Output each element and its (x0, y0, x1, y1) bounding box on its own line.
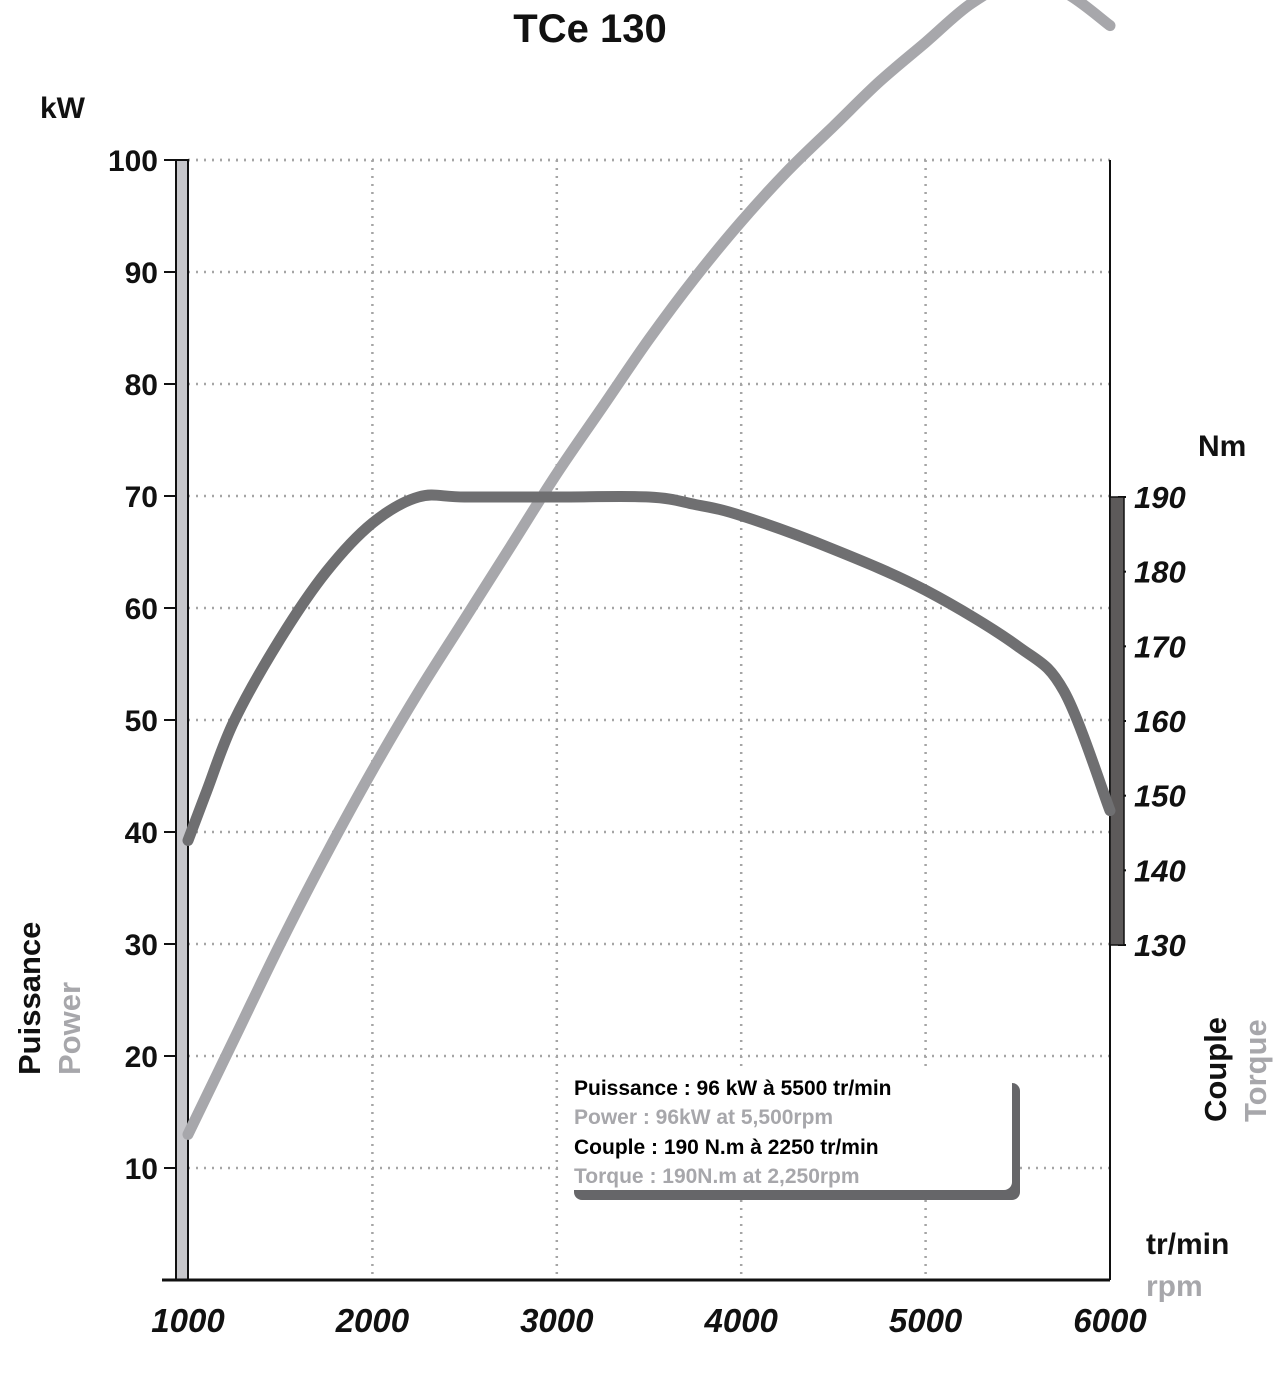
x-tick-label: 1000 (151, 1302, 225, 1339)
series (182, 0, 1116, 1140)
chart-title: TCe 130 (513, 7, 666, 51)
x-tick-label: 5000 (889, 1302, 963, 1339)
right-axis-bar (1109, 496, 1125, 946)
power-curve (182, 0, 1116, 1140)
y-left-tick-label: 70 (125, 481, 158, 514)
y-left-tick-label: 50 (125, 705, 158, 738)
torque-curve (182, 489, 1116, 846)
y-left-tick-label: 40 (125, 817, 158, 850)
x-tick-label: 4000 (703, 1302, 778, 1339)
x-tick-label: 3000 (520, 1302, 594, 1339)
y-left-tick-label: 60 (125, 593, 158, 626)
annotation-line-1: Puissance : 96 kW à 5500 tr/min (574, 1077, 891, 1100)
left-axis-label-fr: Puissance (12, 922, 47, 1075)
right-axis-label-en: Torque (1238, 1019, 1273, 1122)
axes (162, 159, 1126, 1282)
y-left-tick-label: 20 (125, 1041, 158, 1074)
left-axis-label-en: Power (52, 982, 87, 1075)
y-right-tick-label: 140 (1134, 853, 1186, 888)
annotation-box: Puissance : 96 kW à 5500 tr/min Power : … (562, 1072, 1020, 1200)
y-left-tick-label: 10 (125, 1153, 158, 1186)
tick-labels: 100 90 80 70 60 50 40 30 20 10 1000 2000 3000 4000 500… (108, 145, 1186, 1339)
y-right-tick-label: 130 (1134, 928, 1186, 963)
y-right-tick-label: 150 (1134, 779, 1186, 814)
y-right-tick-label: 190 (1134, 480, 1186, 515)
y-right-tick-label: 170 (1134, 629, 1186, 664)
x-tick-label: 2000 (335, 1302, 410, 1339)
x-tick-label: 6000 (1073, 1302, 1147, 1339)
y-right-tick-label: 180 (1134, 555, 1186, 590)
y-left-tick-label: 100 (108, 145, 158, 178)
annotation-background (562, 1072, 1012, 1190)
x-axis-unit-fr: tr/min (1146, 1228, 1229, 1261)
annotation-line-3: Couple : 190 N.m à 2250 tr/min (574, 1136, 879, 1159)
right-axis-label-fr: Couple (1198, 1017, 1233, 1122)
x-axis-unit-en: rpm (1146, 1270, 1203, 1303)
left-axis-bar (175, 159, 189, 1281)
right-axis-unit: Nm (1198, 430, 1246, 463)
y-left-tick-label: 80 (125, 369, 158, 402)
y-right-tick-label: 160 (1134, 704, 1186, 739)
y-left-tick-label: 30 (125, 929, 158, 962)
annotation-line-2: Power : 96kW at 5,500rpm (574, 1106, 833, 1129)
y-left-tick-label: 90 (125, 257, 158, 290)
annotation-line-4: Torque : 190N.m at 2,250rpm (574, 1165, 860, 1188)
left-axis-unit: kW (40, 92, 86, 125)
